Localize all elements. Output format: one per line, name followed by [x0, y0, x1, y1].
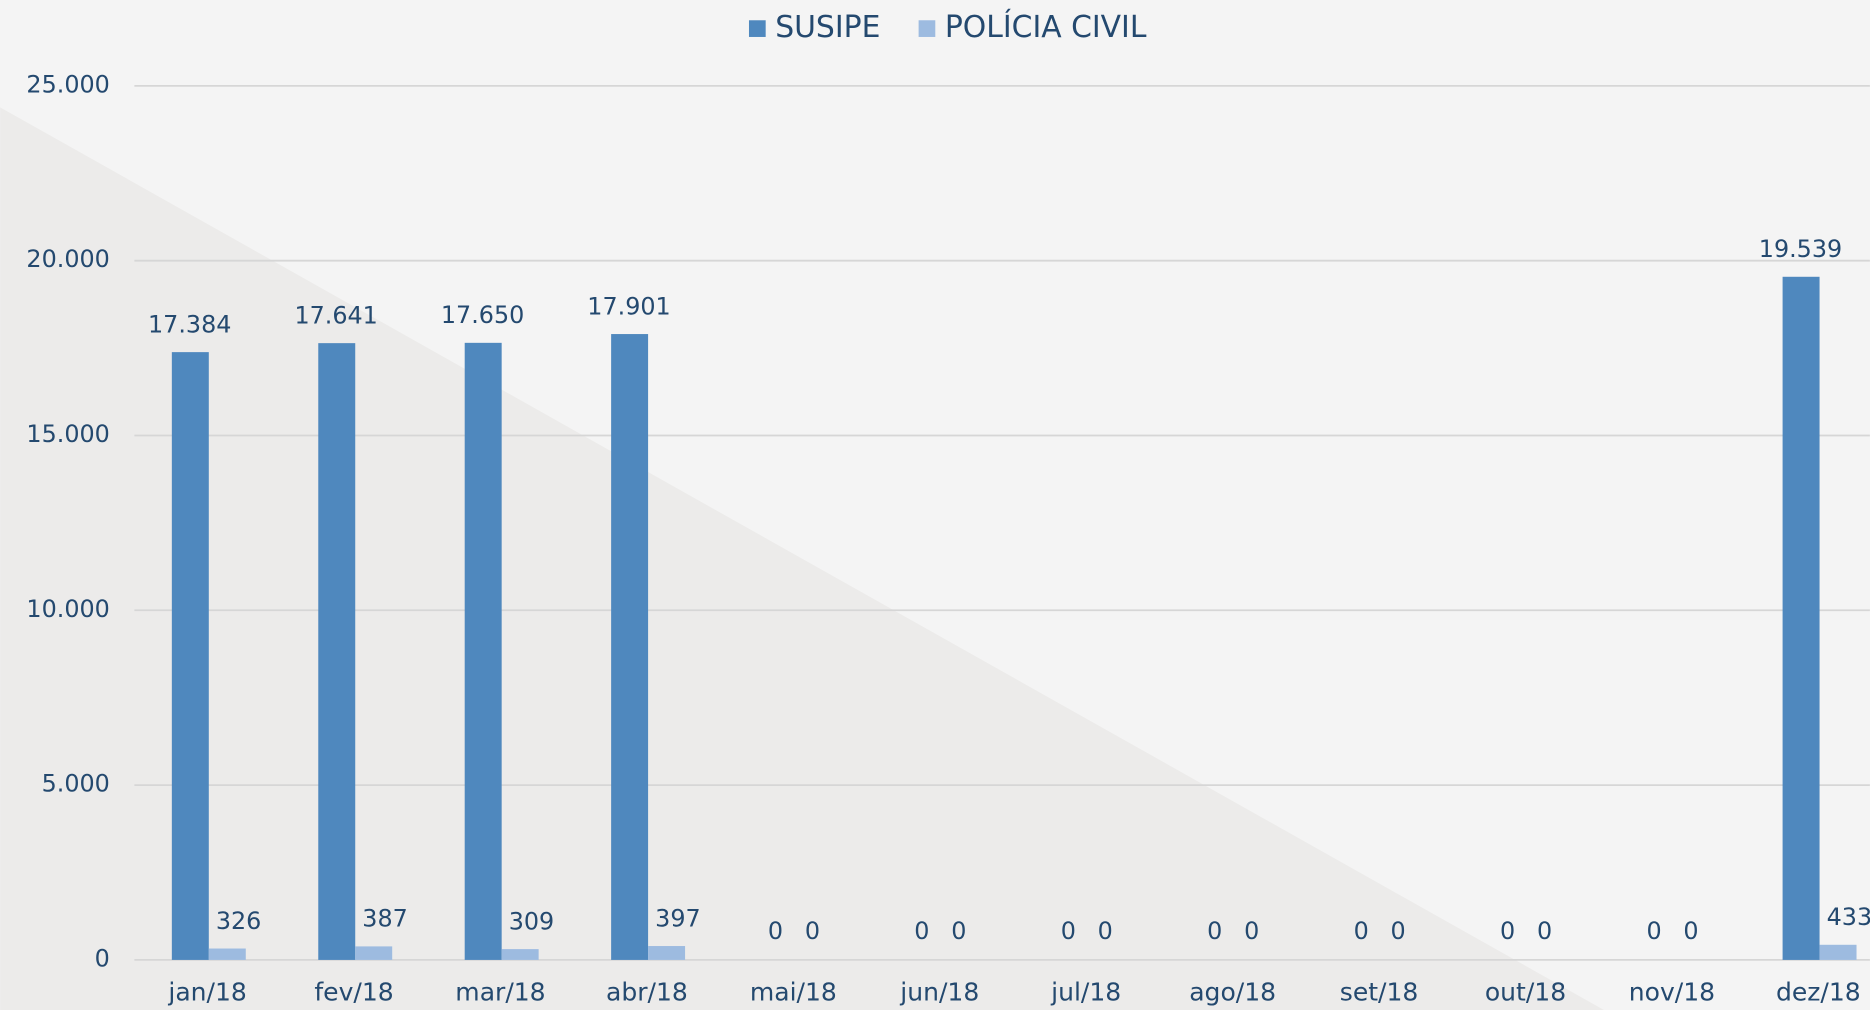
x-tick-label: dez/18	[1776, 977, 1861, 1006]
bar	[208, 948, 246, 960]
legend-label: POLÍCIA CIVIL	[945, 9, 1147, 45]
data-label: 0	[914, 917, 929, 945]
y-tick-label: 10.000	[26, 595, 109, 623]
y-tick-label: 25.000	[26, 70, 109, 98]
data-label: 0	[1391, 917, 1406, 945]
data-label: 0	[1683, 917, 1698, 945]
x-tick-label: mai/18	[750, 977, 837, 1006]
data-label: 0	[1646, 917, 1661, 945]
legend-swatch	[918, 20, 936, 37]
bar	[648, 946, 686, 960]
data-label: 433	[1827, 903, 1870, 931]
data-label: 19.539	[1759, 235, 1842, 263]
data-label: 397	[655, 904, 700, 932]
y-tick-label: 0	[95, 944, 110, 972]
x-tick-label: nov/18	[1629, 977, 1715, 1006]
y-tick-label: 5.000	[42, 770, 110, 798]
x-tick-label: jul/18	[1050, 977, 1121, 1006]
bar	[464, 342, 502, 960]
x-tick-label: set/18	[1340, 977, 1419, 1006]
data-label: 0	[1354, 917, 1369, 945]
data-label: 17.384	[148, 310, 231, 338]
data-label: 0	[805, 917, 820, 945]
data-label: 0	[1098, 917, 1113, 945]
y-tick-label: 15.000	[26, 420, 109, 448]
data-label: 17.650	[441, 301, 524, 329]
legend-label: SUSIPE	[775, 10, 880, 45]
x-tick-label: jan/18	[167, 977, 246, 1006]
bar	[171, 352, 209, 960]
data-label: 387	[362, 905, 407, 933]
x-tick-label: mar/18	[455, 977, 545, 1006]
bar	[1819, 944, 1857, 960]
bar	[355, 946, 393, 960]
x-tick-label: out/18	[1485, 977, 1566, 1006]
data-label: 0	[1207, 917, 1222, 945]
y-tick-label: 20.000	[26, 245, 109, 273]
data-label: 309	[509, 907, 554, 935]
data-label: 17.901	[587, 292, 670, 320]
bar	[611, 334, 649, 960]
x-tick-label: abr/18	[606, 977, 688, 1006]
bar	[501, 949, 539, 960]
data-label: 0	[1244, 917, 1259, 945]
legend-swatch	[748, 20, 766, 37]
data-label: 0	[768, 917, 783, 945]
data-label: 0	[951, 917, 966, 945]
bar	[1782, 276, 1820, 960]
data-label: 326	[216, 907, 261, 935]
x-tick-label: jun/18	[899, 977, 979, 1006]
bar	[318, 343, 356, 960]
data-label: 0	[1061, 917, 1076, 945]
data-label: 17.641	[294, 301, 377, 329]
x-tick-label: ago/18	[1189, 977, 1276, 1006]
data-label: 0	[1537, 917, 1552, 945]
x-tick-label: fev/18	[314, 977, 393, 1006]
data-label: 0	[1500, 917, 1515, 945]
